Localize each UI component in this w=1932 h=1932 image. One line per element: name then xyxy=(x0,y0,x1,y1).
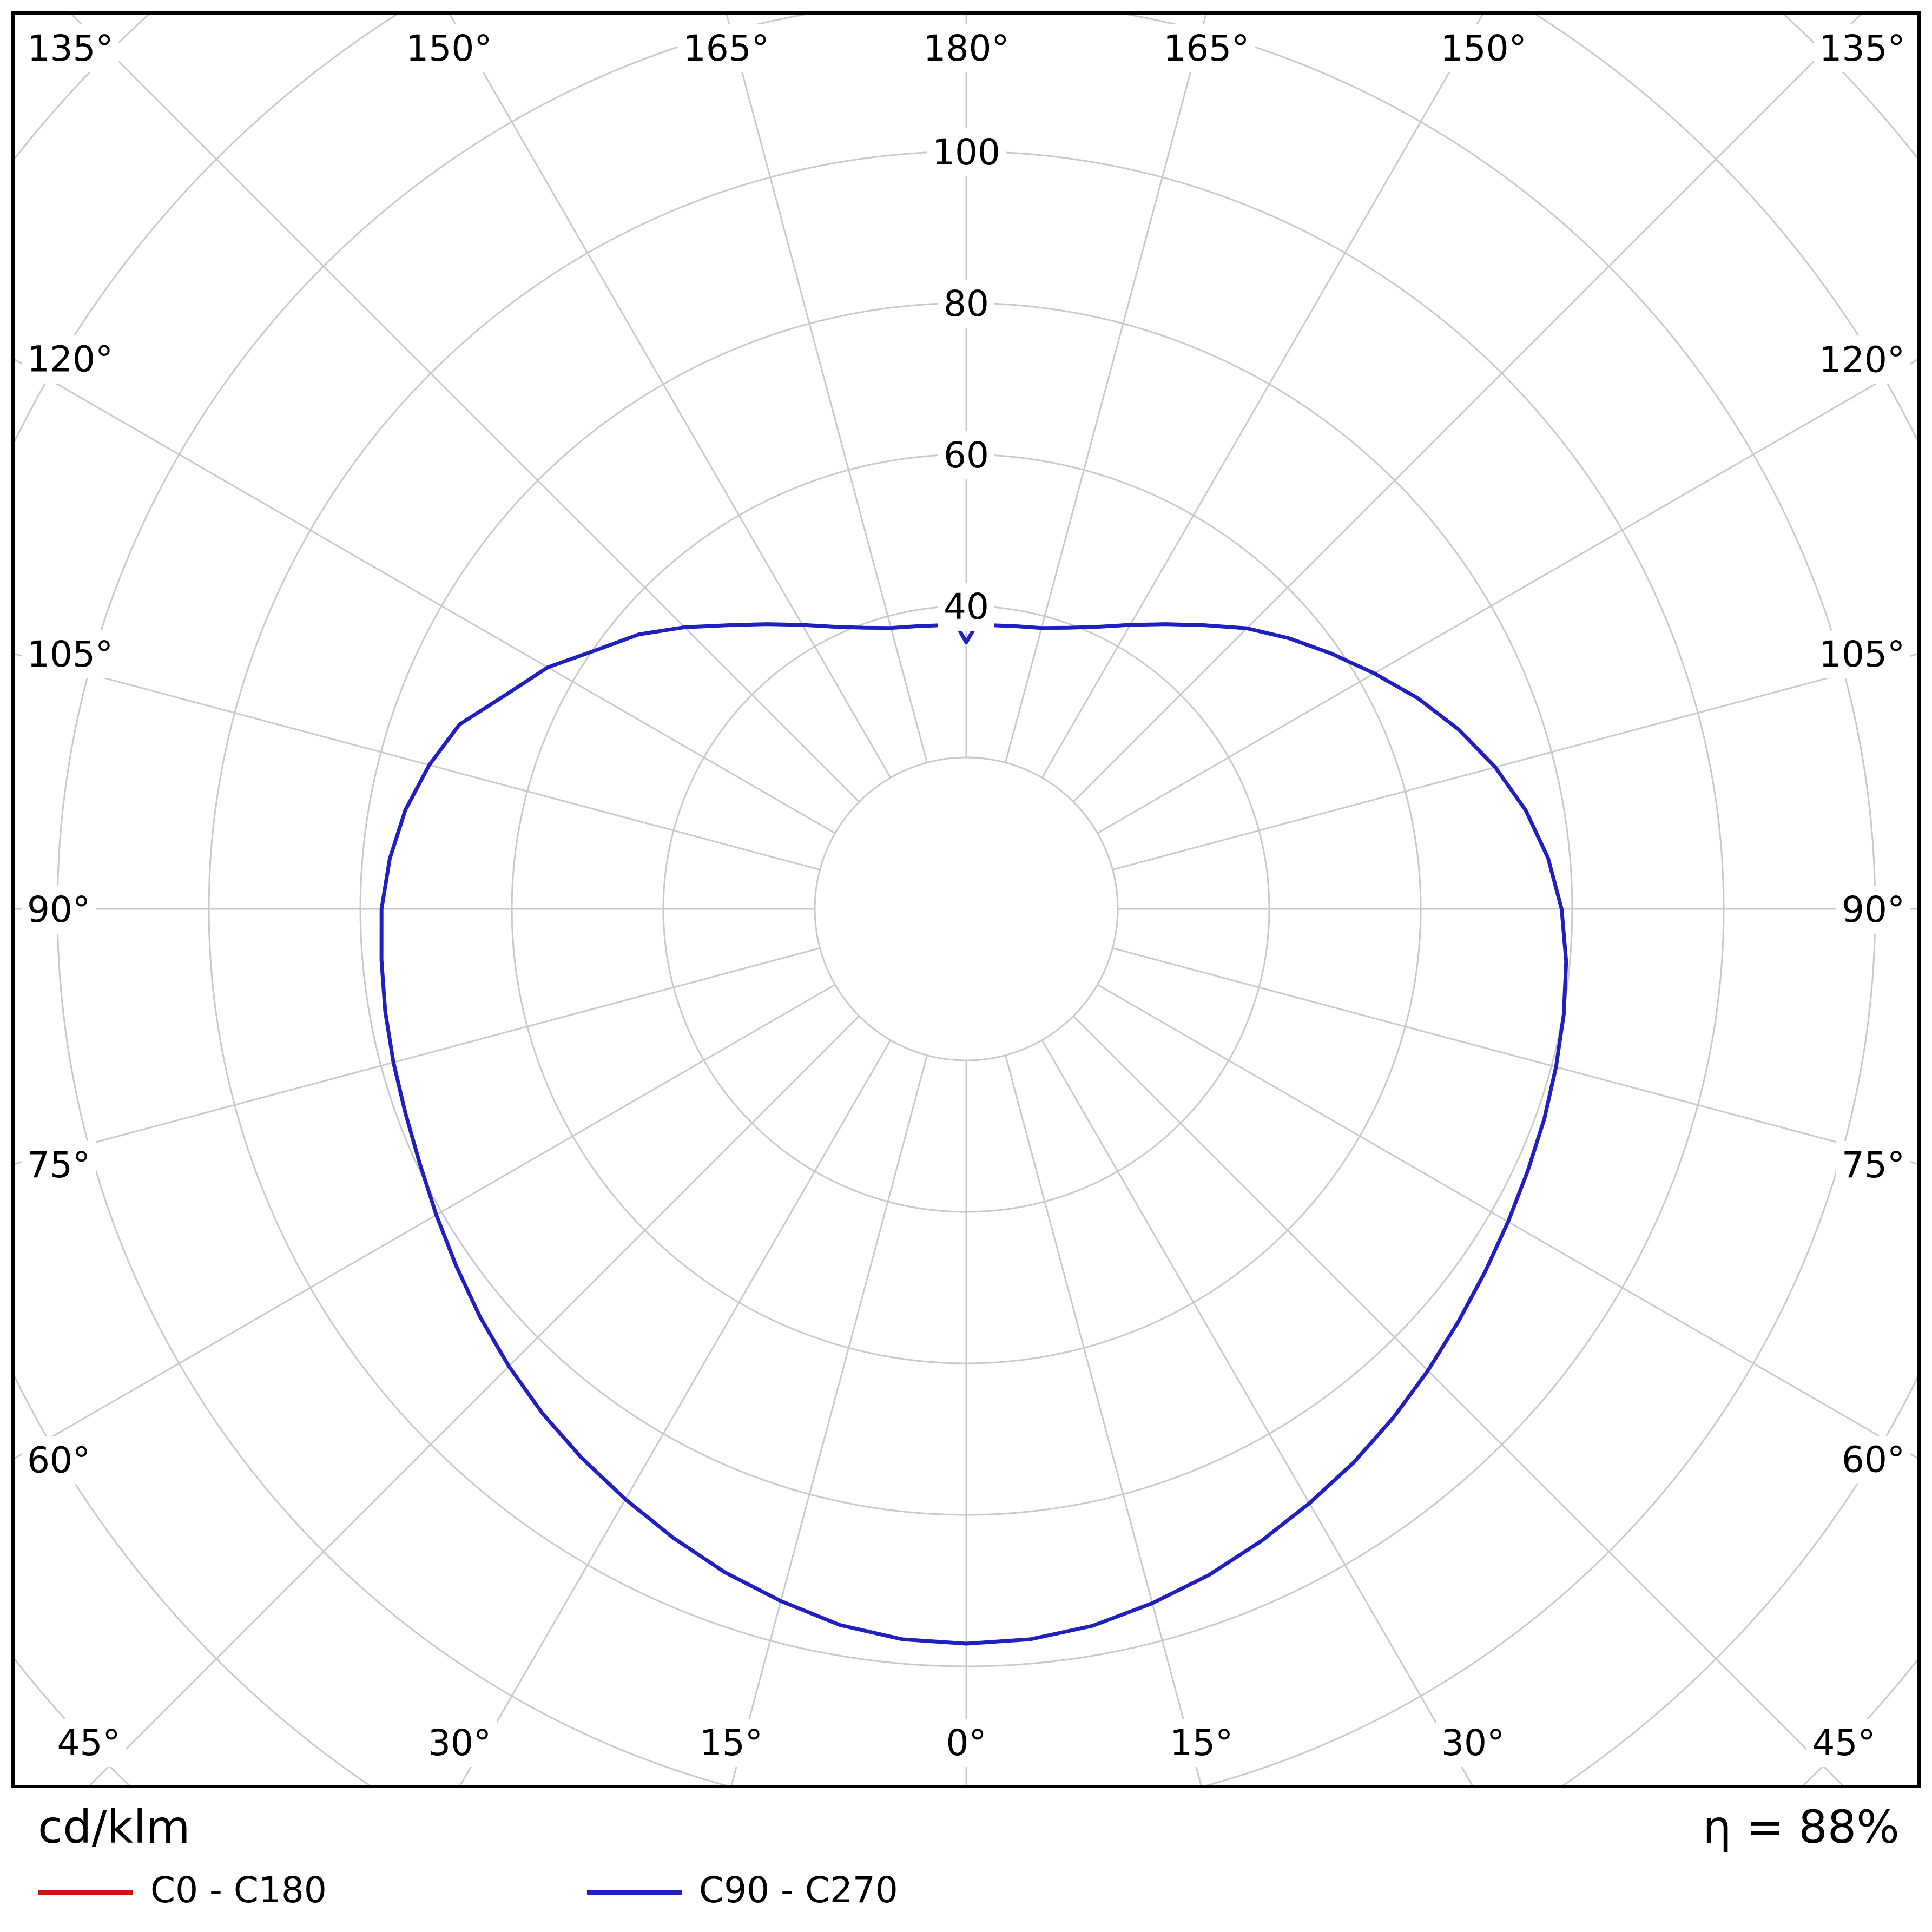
grid-spoke xyxy=(1112,653,1917,871)
angle-label-chip xyxy=(1836,1435,1910,1484)
angle-label: 105° xyxy=(1819,634,1905,675)
grid-spoke xyxy=(726,15,928,763)
grid-spoke xyxy=(459,1039,892,1785)
ring-label-chip xyxy=(938,431,994,479)
angle-label: 45° xyxy=(57,1722,121,1764)
angle-label-chip xyxy=(22,1436,96,1485)
angle-label-chip xyxy=(22,335,118,384)
ring-label-chip xyxy=(938,280,994,328)
angle-label: 180° xyxy=(924,28,1010,69)
angle-label: 30° xyxy=(1441,1722,1505,1764)
angle-label-chip xyxy=(1164,1719,1239,1767)
grid-ring xyxy=(814,756,1119,1061)
efficiency-label: η = 88% xyxy=(1703,1801,1900,1854)
angle-label: 60° xyxy=(27,1439,90,1481)
grid-spoke xyxy=(1097,984,1917,1459)
angle-label-chip xyxy=(677,24,775,72)
angle-label-chip xyxy=(1836,886,1910,934)
angle-label-chip xyxy=(1836,1140,1910,1189)
angle-label: 165° xyxy=(1163,28,1249,69)
legend-line-c90-c270 xyxy=(587,1890,682,1895)
angle-label: 75° xyxy=(1842,1144,1905,1186)
legend-line-c0-c180 xyxy=(38,1890,133,1895)
ring-label: 60 xyxy=(944,434,989,476)
grid-spoke xyxy=(15,358,836,834)
angle-label: 150° xyxy=(406,28,492,69)
ring-label-chip xyxy=(938,583,994,631)
grid-spoke xyxy=(1041,1039,1473,1785)
grid-spoke xyxy=(1072,1015,1844,1785)
angle-label: 120° xyxy=(27,339,113,380)
legend-label-c0-c180: C0 - C180 xyxy=(150,1869,327,1911)
angle-label-chip xyxy=(918,24,1015,72)
unit-label: cd/klm xyxy=(38,1801,190,1854)
angle-label: 150° xyxy=(1441,28,1527,69)
angle-label-chip xyxy=(22,1141,96,1190)
angle-label-chip xyxy=(51,1719,126,1767)
angle-label-chip xyxy=(1435,24,1532,72)
angle-label: 0° xyxy=(946,1722,987,1764)
grid-spoke xyxy=(15,984,836,1460)
angle-label-chip xyxy=(1814,24,1911,72)
angle-label-chip xyxy=(1814,335,1910,384)
grid-spoke xyxy=(89,1015,860,1785)
chart-labels: 40 60 80 100 0° 15° 15° 30° 30° 45° 45° 60° 60° 75° 75… xyxy=(22,24,1911,1767)
angle-label: 15° xyxy=(700,1722,763,1764)
grid-spoke xyxy=(15,653,820,871)
angle-label: 30° xyxy=(428,1722,491,1764)
angle-label: 90° xyxy=(1842,889,1905,931)
angle-label: 75° xyxy=(27,1144,90,1186)
ring-label: 40 xyxy=(944,586,989,628)
angle-label-chip xyxy=(423,1719,497,1767)
grid-spoke xyxy=(449,15,892,779)
angle-label: 15° xyxy=(1170,1722,1233,1764)
angle-label: 135° xyxy=(28,28,114,69)
angle-label-chip xyxy=(22,630,118,678)
angle-label-chip xyxy=(1814,630,1910,679)
angle-label-chip xyxy=(400,24,498,72)
grid-spoke xyxy=(1072,15,1862,803)
grid-spoke xyxy=(1041,15,1484,779)
ring-label-chip xyxy=(927,128,1006,176)
ring-label: 100 xyxy=(932,131,1000,173)
grid-spoke xyxy=(1005,1055,1202,1785)
grid-spoke xyxy=(70,15,860,803)
intensity-curve xyxy=(379,622,1568,1646)
angle-label: 135° xyxy=(1819,28,1905,69)
grid-spoke xyxy=(730,1055,928,1785)
angle-label-chip xyxy=(22,24,119,72)
legend-label-c90-c270: C90 - C270 xyxy=(699,1869,898,1911)
grid-spoke xyxy=(1097,359,1917,834)
angle-label: 165° xyxy=(683,28,769,69)
angle-label-chip xyxy=(1158,24,1255,72)
angle-label-chip xyxy=(694,1719,768,1767)
angle-label: 120° xyxy=(1819,339,1905,380)
angle-label-chip xyxy=(1806,1719,1881,1767)
angle-label: 45° xyxy=(1812,1722,1876,1764)
chart-frame xyxy=(11,11,1921,1788)
angle-label: 60° xyxy=(1842,1439,1905,1481)
angle-label: 90° xyxy=(27,889,90,931)
ring-label: 80 xyxy=(944,283,989,325)
grid-spoke xyxy=(1112,947,1917,1165)
angle-label-chip xyxy=(22,886,96,934)
angle-label-chip xyxy=(1435,1719,1510,1767)
grid-spoke xyxy=(15,947,820,1165)
grid-spoke xyxy=(1005,15,1207,763)
angle-label-chip xyxy=(940,1719,992,1767)
angle-label: 105° xyxy=(27,634,113,675)
